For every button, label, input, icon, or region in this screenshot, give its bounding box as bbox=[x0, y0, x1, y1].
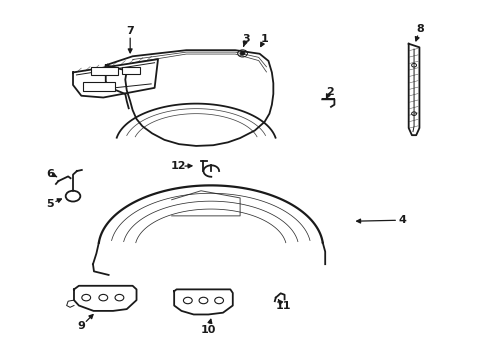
Text: 3: 3 bbox=[242, 35, 250, 44]
Text: 11: 11 bbox=[275, 301, 291, 311]
Text: 1: 1 bbox=[261, 35, 269, 44]
FancyBboxPatch shape bbox=[122, 67, 141, 74]
Text: 10: 10 bbox=[201, 325, 216, 335]
Text: 5: 5 bbox=[46, 199, 53, 210]
FancyBboxPatch shape bbox=[83, 82, 115, 91]
Circle shape bbox=[240, 51, 245, 55]
Text: 2: 2 bbox=[326, 87, 333, 97]
FancyBboxPatch shape bbox=[91, 67, 118, 75]
Text: 8: 8 bbox=[416, 24, 424, 35]
Text: 9: 9 bbox=[77, 321, 85, 331]
Text: 7: 7 bbox=[126, 26, 134, 36]
Text: 6: 6 bbox=[47, 168, 54, 179]
Text: 12: 12 bbox=[171, 161, 186, 171]
Text: 4: 4 bbox=[398, 215, 406, 225]
